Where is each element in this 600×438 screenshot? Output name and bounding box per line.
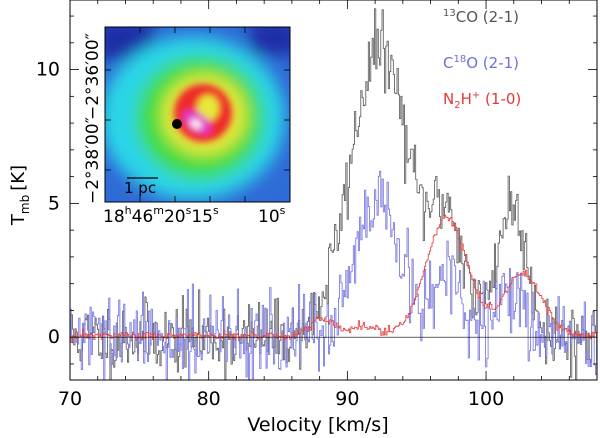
y-axis-label: Tmb [K] <box>8 165 32 226</box>
inset-ra-seconds-2: 15 <box>191 207 213 227</box>
y-tick-label: 10 <box>36 59 60 81</box>
inset-scale-bar-label: 1 pc <box>124 179 156 197</box>
x-tick-label: 100 <box>468 388 504 410</box>
inset-ra-hours-unit: h <box>125 204 132 217</box>
legend-entry-1: C18O (2-1) <box>443 54 519 72</box>
inset-ra-label: 18h46m20s15s <box>103 204 219 227</box>
inset-ra-minutes-unit: m <box>153 204 164 217</box>
y-tick-label: 0 <box>48 326 60 348</box>
plot-frame <box>69 0 598 381</box>
inset-ra-seconds-3: 10 <box>258 207 280 227</box>
axis-ticks: 70 80 90 100 0 5 10 <box>36 0 598 410</box>
inset-ra-seconds-unit-2: s <box>213 204 219 217</box>
inset-dark-corner <box>250 27 290 55</box>
inset-ra-seconds-1: 20 <box>164 207 186 227</box>
x-tick-label: 70 <box>58 388 82 410</box>
y-axis-label-unit: [K] <box>8 165 29 191</box>
inset-ra-hours: 18 <box>103 207 125 227</box>
inset-ra-seconds-unit-3: s <box>280 204 286 217</box>
inset-ra-label-end: 10s <box>258 204 286 227</box>
spectral-lines <box>70 8 597 380</box>
legend-entry-0: 13CO (2-1) <box>443 8 519 26</box>
inset-ra-minutes: 46 <box>132 207 154 227</box>
y-axis-label-main: T <box>8 213 29 226</box>
x-axis-label: Velocity [km/s] <box>247 414 388 436</box>
inset-dec-label-2: −2°36′00″ <box>83 33 103 120</box>
inset-dec-labels: −2°38′00″ −2°36′00″ <box>83 33 103 204</box>
series-line-1 <box>70 170 597 380</box>
legend: 13CO (2-1) C18O (2-1) N2H+ (1-0) <box>443 8 521 111</box>
svg-text:Tmb[K]: Tmb [K] <box>8 165 32 226</box>
x-tick-label: 80 <box>197 388 221 410</box>
x-tick-label: 90 <box>335 388 359 410</box>
inset-ra-seconds-unit-1: s <box>186 204 192 217</box>
inset-frame <box>104 26 291 203</box>
inset-dec-label-1: −2°38′00″ <box>83 117 103 204</box>
inset-ring-hole <box>197 95 219 121</box>
inset-ticks <box>105 27 290 202</box>
legend-entry-2: N2H+ (1-0) <box>443 90 521 111</box>
y-axis-label-sub: mb <box>18 195 32 214</box>
series-line-2 <box>70 214 597 343</box>
y-tick-label: 5 <box>48 192 60 214</box>
inset-map: 1 pc −2°38′00″ −2°36′00″ 18h46m20s15s 10… <box>83 26 291 227</box>
series-line-0 <box>70 8 597 380</box>
inset-white-peak <box>190 119 202 129</box>
inset-source-marker <box>172 119 182 129</box>
